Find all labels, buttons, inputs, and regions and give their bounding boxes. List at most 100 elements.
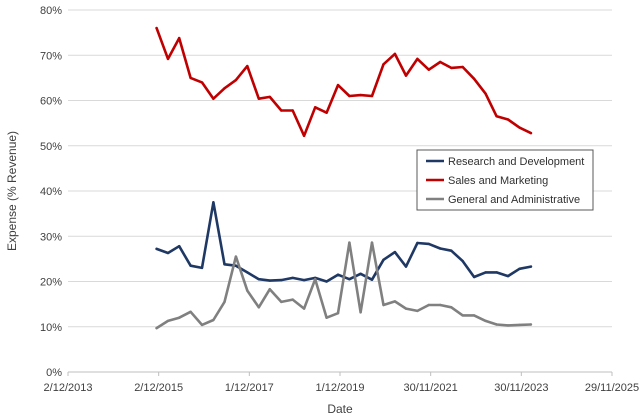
data-point: [416, 57, 419, 61]
data-point: [461, 65, 464, 69]
y-tick-label: 70%: [40, 50, 62, 62]
data-point: [370, 241, 374, 244]
legend-box: [416, 149, 594, 211]
data-point: [450, 66, 453, 70]
data-point: [348, 241, 351, 244]
data-point: [268, 279, 271, 282]
data-point: [189, 264, 192, 267]
data-point: [439, 247, 442, 250]
y-tick-label: 80%: [40, 5, 62, 17]
data-point: [382, 258, 385, 261]
data-point: [189, 76, 192, 80]
data-point: [280, 300, 283, 304]
data-point: [472, 275, 476, 279]
data-point: [166, 251, 170, 255]
x-tick-label: 30/11/2021: [404, 382, 458, 394]
data-point: [450, 249, 453, 252]
data-point: [427, 242, 430, 246]
data-point: [166, 57, 170, 61]
data-point: [472, 314, 476, 317]
data-point: [518, 267, 521, 270]
x-tick-label: 29/11/2025: [585, 382, 639, 394]
data-point: [223, 300, 226, 304]
data-point: [246, 64, 249, 68]
data-point: [359, 272, 362, 275]
data-point: [314, 106, 317, 109]
data-point: [370, 94, 374, 98]
data-point: [257, 97, 260, 100]
data-point: [484, 271, 487, 274]
data-point: [529, 265, 533, 268]
data-point: [404, 265, 408, 268]
data-point: [302, 307, 306, 310]
data-point: [439, 303, 442, 307]
data-point: [393, 250, 397, 254]
data-point: [314, 278, 317, 281]
data-point: [325, 316, 328, 319]
data-point: [178, 36, 181, 40]
data-point: [461, 314, 464, 317]
data-point: [302, 134, 306, 137]
data-point: [404, 74, 408, 77]
data-point: [257, 278, 260, 281]
data-point: [200, 81, 204, 84]
data-point: [166, 319, 170, 323]
data-point: [382, 63, 385, 66]
data-point: [439, 60, 442, 64]
gridlines: [68, 9, 612, 328]
y-tick-label: 30%: [40, 231, 62, 243]
data-point: [246, 271, 249, 274]
y-tick-label: 10%: [40, 322, 62, 334]
data-point: [416, 309, 419, 313]
x-axis-ticks: 2/12/2013 2/12/2015 1/12/2017 1/12/2019 30/1…: [44, 372, 639, 394]
data-point: [518, 126, 521, 129]
data-point: [212, 201, 215, 204]
series-line-sales-and-marketing: [155, 26, 533, 138]
data-point: [495, 323, 498, 326]
x-tick-label: 2/12/2015: [134, 382, 183, 394]
data-point: [484, 92, 487, 95]
data-point: [223, 87, 226, 90]
y-axis-title: Expense (% Revenue): [5, 131, 19, 251]
data-point: [529, 323, 533, 326]
y-tick-label: 60%: [40, 96, 62, 108]
data-point: [529, 131, 533, 135]
data-point: [200, 266, 204, 270]
data-point: [393, 300, 397, 303]
legend-label: Sales and Marketing: [448, 175, 548, 187]
data-point: [461, 259, 464, 263]
data-point: [189, 310, 192, 313]
data-point: [291, 298, 294, 301]
data-point: [348, 94, 351, 98]
y-tick-label: 50%: [40, 141, 62, 153]
data-point: [348, 278, 351, 281]
data-point: [302, 278, 306, 282]
data-point: [336, 312, 340, 315]
data-point: [427, 68, 430, 71]
series-points-research-and-development: [155, 201, 533, 283]
data-point: [155, 326, 158, 330]
legend-label: Research and Development: [448, 156, 584, 168]
data-point: [382, 303, 385, 307]
data-point: [450, 306, 453, 309]
data-point: [416, 241, 419, 245]
data-point: [336, 273, 340, 276]
series-line-general-and-administrative: [155, 241, 533, 330]
data-point: [234, 78, 238, 82]
data-point: [223, 263, 226, 266]
x-tick-label: 2/12/2013: [44, 382, 93, 394]
data-point: [370, 278, 374, 281]
data-point: [291, 276, 294, 280]
legend-label: General and Administrative: [448, 194, 580, 206]
series-points-sales-and-marketing: [155, 26, 533, 137]
data-point: [393, 52, 397, 56]
data-point: [506, 118, 510, 121]
data-point: [234, 264, 238, 267]
y-axis-ticks: 0% 10% 20% 30% 40% 50% 60% 70% 80%: [40, 5, 62, 379]
series-lines: [155, 26, 533, 330]
data-point: [484, 319, 487, 323]
data-point: [359, 93, 362, 97]
x-tick-label: 30/11/2023: [494, 382, 548, 394]
data-point: [506, 274, 510, 278]
x-axis-title: Date: [327, 402, 353, 416]
